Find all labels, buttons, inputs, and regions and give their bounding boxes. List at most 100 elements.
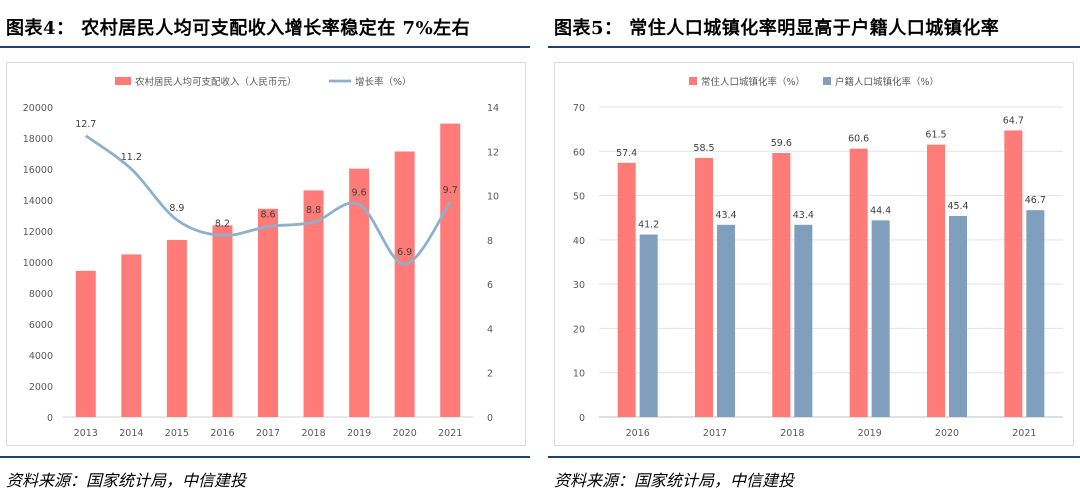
resident-rate-bar (772, 153, 791, 418)
x-category-label: 2017 (256, 428, 280, 439)
right-chart-title: 图表5： 常住人口城镇化率明显高于户籍人口城镇化率 (554, 18, 1000, 39)
left-source: 资料来源：国家统计局，中信建投 (6, 471, 247, 490)
left-y-tick-label: 6000 (29, 320, 53, 331)
left-y-tick-label: 4000 (29, 351, 53, 362)
resident-rate-label: 58.5 (693, 143, 714, 154)
registered-rate-label: 46.7 (1025, 195, 1046, 206)
right-title-rule (548, 46, 1080, 48)
growth-rate-label: 8.6 (260, 210, 275, 221)
income-bar (121, 254, 142, 417)
resident-rate-bar (695, 157, 713, 417)
x-category-label: 2016 (210, 428, 234, 439)
right-chart-frame: 0 10 20 30 40 50 60 70 57.4 58.5 59.6 60.6 61.5 64.7 4… (554, 62, 1074, 446)
registered-rate-label: 44.4 (870, 205, 891, 216)
growth-rate-label: 8.9 (169, 203, 184, 214)
x-category-label: 2016 (626, 428, 650, 439)
right-source-rule (548, 456, 1080, 458)
left-y-tick-label: 8000 (29, 289, 53, 300)
registered-rate-label: 41.2 (638, 220, 659, 231)
growth-rate-label: 11.2 (121, 152, 142, 163)
resident-rate-label: 59.6 (771, 138, 792, 149)
income-bar (394, 151, 415, 418)
left-y-tick-label: 10000 (23, 258, 53, 269)
right-y-tick-label: 0 (487, 413, 493, 424)
x-category-label: 2018 (780, 428, 804, 439)
y-tick-label: 70 (573, 103, 585, 114)
x-category-label: 2019 (858, 428, 882, 439)
legend-swatch-registered (823, 77, 831, 85)
right-y-tick-label: 4 (487, 324, 493, 335)
growth-rate-label: 6.9 (397, 247, 412, 258)
right-y-tick-label: 14 (487, 103, 499, 114)
growth-rate-label: 8.2 (215, 218, 230, 229)
left-y-tick-label: 12000 (23, 227, 53, 238)
x-category-label: 2021 (1012, 428, 1036, 439)
legend-label-growth: 增长率（%） (355, 76, 412, 88)
left-panel: 图表4： 农村居民人均可支配收入增长率稳定在 7%左右 0 2000 4000 600… (0, 0, 530, 499)
left-source-rule (0, 456, 530, 458)
x-category-label: 2017 (703, 428, 727, 439)
income-bar (349, 168, 370, 417)
resident-rate-label: 64.7 (1003, 115, 1024, 126)
x-category-label: 2013 (74, 428, 98, 439)
right-source: 资料来源：国家统计局，中信建投 (554, 471, 795, 490)
legend-label-resident: 常住人口城镇化率（%） (701, 76, 805, 88)
legend-label-income: 农村居民人均可支配收入（人民币元） (135, 76, 297, 88)
y-tick-label: 0 (579, 413, 585, 424)
right-panel: 图表5： 常住人口城镇化率明显高于户籍人口城镇化率 0 10 20 30 40 50 60 7… (548, 0, 1080, 499)
income-bar (75, 270, 96, 417)
x-category-label: 2020 (393, 428, 417, 439)
growth-rate-label: 9.7 (443, 185, 458, 196)
x-category-label: 2014 (119, 428, 143, 439)
x-category-label: 2015 (165, 428, 189, 439)
income-bar (212, 225, 233, 417)
x-category-label: 2019 (347, 428, 371, 439)
resident-rate-bar (849, 148, 868, 417)
left-title-rule (0, 46, 530, 48)
registered-rate-bar (1026, 210, 1045, 417)
left-y-tick-label: 20000 (23, 103, 53, 114)
registered-rate-bar (794, 224, 813, 417)
registered-rate-bar (949, 215, 967, 417)
y-tick-label: 30 (573, 280, 585, 291)
income-bar (440, 123, 461, 417)
growth-rate-label: 8.8 (306, 205, 321, 216)
left-y-tick-label: 0 (47, 413, 53, 424)
left-y-tick-label: 2000 (29, 382, 53, 393)
right-y-tick-label: 12 (487, 147, 499, 158)
right-y-tick-label: 8 (487, 236, 493, 247)
income-bar (303, 190, 324, 417)
y-tick-label: 60 (573, 147, 585, 158)
registered-rate-bar (717, 224, 735, 417)
resident-rate-bar (1004, 130, 1023, 417)
left-chart-frame: 0 2000 4000 6000 8000 10000 12000 14000 16000 180… (6, 62, 526, 446)
registered-rate-label: 43.4 (715, 210, 736, 221)
registered-rate-label: 43.4 (793, 210, 814, 221)
growth-rate-label: 12.7 (75, 119, 96, 130)
x-category-label: 2021 (438, 428, 462, 439)
left-chart: 0 2000 4000 6000 8000 10000 12000 14000 16000 180… (23, 76, 499, 439)
income-bar (166, 239, 187, 417)
registered-rate-bar (639, 234, 658, 417)
resident-rate-bar (617, 162, 636, 417)
resident-rate-bar (927, 144, 945, 417)
registered-rate-label: 45.4 (947, 201, 968, 212)
legend-label-registered: 户籍人口城镇化率（%） (835, 76, 939, 88)
right-y-tick-label: 6 (487, 280, 493, 291)
left-chart-title: 图表4： 农村居民人均可支配收入增长率稳定在 7%左右 (6, 18, 471, 39)
x-category-label: 2018 (301, 428, 325, 439)
left-y-tick-label: 14000 (23, 196, 53, 207)
x-category-label: 2020 (935, 428, 959, 439)
left-y-tick-label: 18000 (23, 134, 53, 145)
y-tick-label: 40 (573, 236, 585, 247)
registered-rate-bar (871, 220, 890, 417)
y-tick-label: 20 (573, 324, 585, 335)
growth-rate-label: 9.6 (352, 187, 367, 198)
income-bar (258, 208, 278, 417)
y-tick-label: 50 (573, 192, 585, 203)
resident-rate-label: 57.4 (616, 148, 637, 159)
right-y-tick-label: 10 (487, 192, 499, 203)
right-y-tick-label: 2 (487, 369, 493, 380)
legend-swatch-resident (689, 77, 697, 85)
resident-rate-label: 60.6 (848, 134, 869, 145)
